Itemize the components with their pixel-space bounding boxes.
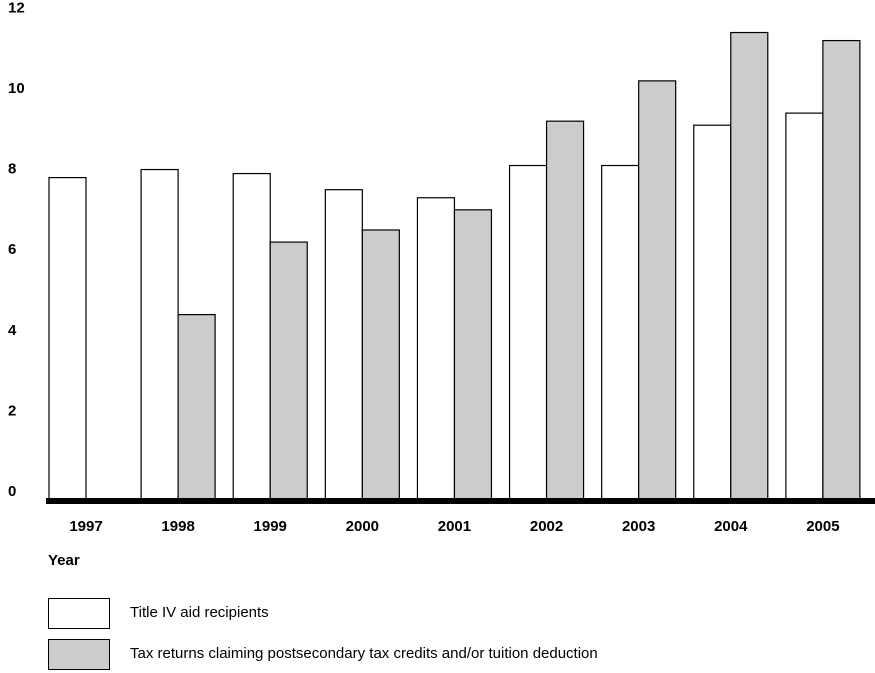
bar-series-2-2002 <box>545 120 585 501</box>
y-tick-label: 12 <box>8 0 25 16</box>
y-tick-label: 6 <box>8 241 16 258</box>
bar-series-2-2003 <box>638 80 677 501</box>
bar-series-1-1999 <box>232 172 271 501</box>
x-axis-title: Year <box>48 552 80 569</box>
bars <box>48 31 861 501</box>
bar-series-2-2005 <box>822 39 861 501</box>
y-tick-label: 0 <box>8 483 16 500</box>
x-tick-label: 1999 <box>254 518 287 535</box>
x-axis-ticks: 1997 1998 1999 2000 2001 2002 2003 2004 2005 <box>69 518 839 535</box>
y-tick-label: 10 <box>8 80 25 97</box>
x-tick-label: 2000 <box>346 518 379 535</box>
y-tick-label: 2 <box>8 402 16 419</box>
y-tick-label: 8 <box>8 161 16 178</box>
bar-series-1-1998 <box>140 168 179 501</box>
bar-series-2-2004 <box>730 31 769 501</box>
bar-series-1-2000 <box>324 189 363 501</box>
x-tick-label: 2001 <box>438 518 471 535</box>
y-tick-label: 4 <box>8 322 17 339</box>
bar-series-1-2005 <box>785 112 824 501</box>
legend-swatch-series-1 <box>48 598 110 629</box>
x-tick-label: 1998 <box>161 518 194 535</box>
legend-swatch-series-2 <box>48 639 110 670</box>
x-tick-label: 2003 <box>622 518 655 535</box>
bar-series-1-2004 <box>693 124 732 501</box>
legend-label-series-2: Tax returns claiming postsecondary tax c… <box>130 645 598 662</box>
x-tick-label: 2005 <box>806 518 839 535</box>
bar-series-1-2002 <box>508 164 548 501</box>
x-tick-label: 1997 <box>69 518 102 535</box>
y-axis-ticks: 0 2 4 6 8 10 12 <box>8 0 25 500</box>
legend-label-series-1: Title IV aid recipients <box>130 604 269 621</box>
x-tick-label: 2002 <box>530 518 563 535</box>
bar-series-1-2003 <box>601 164 640 501</box>
x-tick-label: 2004 <box>714 518 748 535</box>
bar-series-1-1997 <box>48 177 87 501</box>
bar-chart: 0 2 4 6 8 10 12 1997 1998 1999 2000 2001 2002 2003 20… <box>8 0 875 569</box>
bar-series-1-2001 <box>416 197 456 501</box>
bar-series-2-2000 <box>361 229 400 501</box>
bar-series-2-2001 <box>453 209 493 501</box>
bar-series-2-1999 <box>269 241 308 501</box>
bar-series-2-1998 <box>177 314 216 501</box>
